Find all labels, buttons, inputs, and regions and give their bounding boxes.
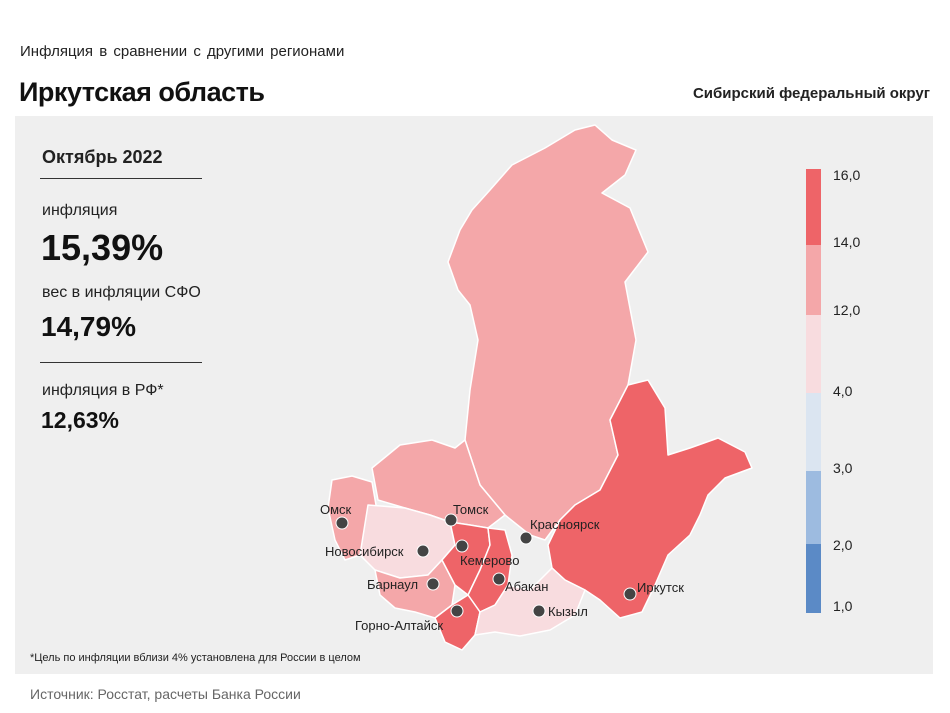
legend-label-3: 3,0 (833, 460, 853, 476)
city-label-abakan: Абакан (505, 579, 548, 594)
legend-label-1: 1,0 (833, 598, 853, 614)
city-marker-novosibirsk (416, 544, 430, 558)
city-label-omsk: Омск (320, 502, 352, 517)
region-krasnoyarsk (447, 124, 649, 541)
inflation-label: инфляция (42, 202, 118, 219)
page-subtitle: Инфляция в сравнении с другими регионами (20, 43, 345, 60)
city-marker-kemerovo (455, 539, 469, 553)
weight-label: вес в инфляции СФО (42, 284, 201, 301)
district-label: Сибирский федеральный округ (692, 85, 930, 102)
city-label-krasnoyarsk: Красноярск (530, 517, 600, 532)
city-marker-krasnoyarsk (519, 531, 533, 545)
city-label-kyzyl: Кызыл (548, 604, 588, 619)
divider-top (40, 178, 202, 179)
city-label-novosibirsk: Новосибирск (325, 544, 404, 559)
rf-inflation-value: 12,63% (41, 407, 120, 433)
legend-band-1-2 (806, 544, 821, 613)
legend-label-2: 2,0 (833, 537, 853, 553)
legend-label-16: 16,0 (833, 167, 861, 183)
city-label-barnaul: Барнаул (367, 577, 418, 592)
page-title: Иркутская область (19, 77, 265, 107)
region-irkutsk (547, 379, 753, 619)
city-marker-tomsk (444, 513, 458, 527)
region-tyva (474, 567, 586, 637)
inflation-value: 15,39% (41, 227, 164, 268)
legend-label-4: 4,0 (833, 383, 853, 399)
city-marker-abakan (492, 572, 506, 586)
rf-inflation-label: инфляция в РФ* (42, 382, 164, 399)
legend-band-4-12 (806, 315, 821, 393)
legend-label-14: 14,0 (833, 234, 861, 250)
city-marker-kyzyl (532, 604, 546, 618)
city-marker-irkutsk (623, 587, 637, 601)
city-label-gorno-altaysk: Горно-Алтайск (355, 618, 443, 633)
legend-band-2-3 (806, 471, 821, 544)
legend-band-14-16 (806, 169, 821, 245)
city-marker-omsk (335, 516, 349, 530)
city-marker-barnaul (426, 577, 440, 591)
footnote: *Цель по инфляции вблизи 4% установлена … (30, 652, 361, 664)
city-label-tomsk: Томск (453, 502, 489, 517)
city-label-kemerovo: Кемерово (460, 553, 519, 568)
legend-label-12: 12,0 (833, 302, 861, 318)
city-marker-gorno-altaysk (450, 604, 464, 618)
city-label-irkutsk: Иркутск (637, 580, 684, 595)
legend-band-12-14 (806, 245, 821, 315)
source-note: Источник: Росстат, расчеты Банка России (30, 686, 301, 702)
period-label: Октябрь 2022 (42, 147, 163, 167)
weight-value: 14,79% (41, 311, 136, 342)
legend-band-3-4 (806, 393, 821, 471)
divider-bottom (40, 362, 202, 363)
